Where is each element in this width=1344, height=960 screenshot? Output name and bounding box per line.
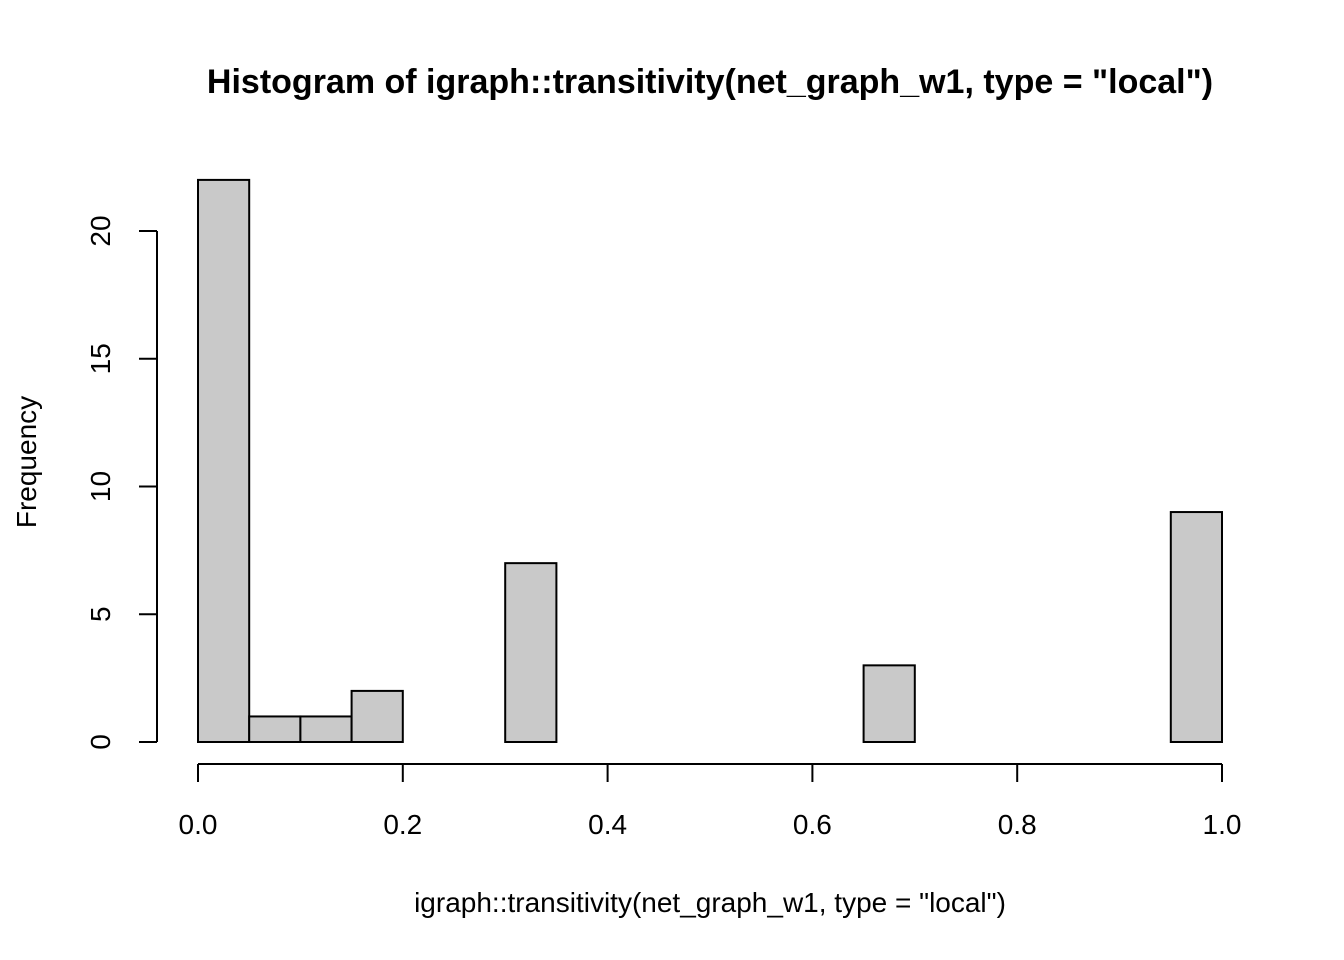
y-tick-label: 15: [85, 343, 116, 374]
y-tick-label: 10: [85, 471, 116, 502]
histogram-bar: [248, 715, 302, 744]
histogram-bar: [862, 664, 916, 743]
chart-title: Histogram of igraph::transitivity(net_gr…: [207, 63, 1213, 101]
y-tick-label: 20: [85, 215, 116, 246]
x-tick-label: 0.0: [179, 809, 218, 840]
y-axis-label: Frequency: [11, 396, 42, 528]
histogram-bar: [1169, 511, 1224, 743]
x-tick-label: 0.2: [383, 809, 422, 840]
x-tick-label: 0.6: [793, 809, 832, 840]
x-tick-label: 0.4: [588, 809, 627, 840]
histogram-bar: [197, 178, 251, 743]
y-tick-label: 0: [85, 734, 116, 750]
x-axis-label: igraph::transitivity(net_graph_w1, type …: [414, 887, 1006, 918]
x-axis: 0.0 0.2 0.4 0.6 0.8 1.0: [179, 763, 1242, 840]
x-tick-label: 0.8: [998, 809, 1037, 840]
y-axis: 0 5 10 15 20: [85, 215, 158, 750]
histogram-bar: [504, 562, 558, 744]
x-tick-label: 1.0: [1203, 809, 1242, 840]
histogram-bar: [350, 689, 404, 744]
y-tick-label: 5: [85, 606, 116, 622]
bars-group: [197, 178, 1224, 744]
histogram-bar: [299, 715, 353, 744]
